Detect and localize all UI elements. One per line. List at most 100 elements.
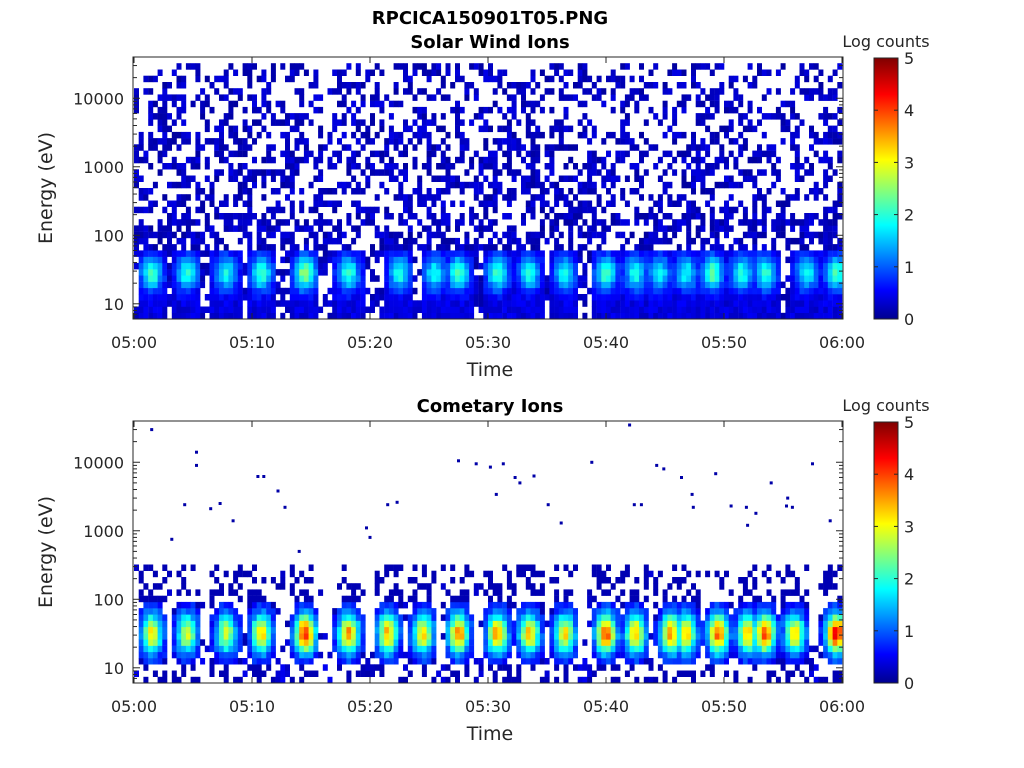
heatmap-cell: [511, 275, 517, 282]
heatmap-cell: [558, 262, 564, 270]
heatmap-cell: [634, 639, 640, 646]
heatmap-cell: [521, 620, 526, 628]
heatmap-cell: [530, 175, 536, 182]
heatmap-cell: [351, 595, 357, 603]
heatmap-cell: [610, 312, 616, 320]
heatmap-cell: [261, 262, 267, 270]
heatmap-cell: [337, 138, 342, 145]
heatmap-cell: [525, 633, 531, 640]
heatmap-cell: [667, 262, 673, 270]
heatmap-cell: [525, 262, 531, 270]
heatmap-cell: [752, 175, 758, 182]
heatmap-cell: [299, 100, 305, 108]
heatmap-cell: [167, 94, 172, 101]
heatmap-cell: [473, 583, 479, 590]
heatmap-cell: [587, 231, 593, 239]
heatmap-cell: [219, 658, 224, 665]
heatmap-cell: [285, 237, 290, 245]
heatmap-cell: [256, 620, 262, 628]
heatmap-cell: [450, 181, 456, 189]
heatmap-cell: [393, 262, 399, 270]
heatmap-cell: [280, 119, 286, 126]
heatmap-cell: [412, 620, 418, 628]
heatmap-cell: [601, 651, 607, 659]
heatmap-cell: [804, 281, 810, 289]
heatmap-cell: [459, 595, 465, 603]
heatmap-cell: [393, 194, 399, 201]
heatmap-cell: [270, 608, 276, 615]
heatmap-cell: [157, 69, 163, 76]
heatmap-cell: [384, 150, 390, 158]
heatmap-cell: [294, 300, 300, 307]
heatmap-cell: [473, 300, 479, 307]
heatmap-cell: [525, 287, 531, 295]
heatmap-cell: [379, 664, 385, 671]
heatmap-cell: [511, 281, 517, 289]
heatmap-cell: [511, 300, 517, 307]
heatmap-cell: [455, 119, 460, 126]
heatmap-cell: [450, 312, 456, 320]
heatmap-cell: [502, 269, 508, 276]
heatmap-cell: [506, 213, 512, 220]
heatmap-cell: [233, 275, 239, 282]
heatmap-cell: [606, 169, 611, 176]
heatmap-cell: [624, 94, 630, 101]
heatmap-cell: [436, 300, 442, 307]
heatmap-cell: [171, 231, 177, 239]
heatmap-cell: [162, 131, 168, 139]
heatmap-cell: [289, 306, 295, 313]
heatmap-cell: [200, 275, 206, 282]
heatmap-cell: [421, 601, 427, 609]
heatmap-cell: [615, 156, 621, 164]
heatmap-cell: [657, 306, 663, 313]
heatmap-cell: [488, 294, 493, 301]
heatmap-cell: [709, 138, 715, 145]
heatmap-cell: [351, 262, 357, 270]
heatmap-cell: [209, 639, 215, 646]
heatmap-cell: [700, 244, 706, 251]
heatmap-cell: [554, 664, 560, 671]
heatmap-cell: [384, 237, 390, 245]
heatmap-cell: [818, 219, 824, 226]
heatmap-cell: [200, 250, 206, 257]
heatmap-cell: [242, 119, 248, 126]
heatmap-cell: [242, 125, 248, 133]
heatmap-cell: [643, 138, 649, 145]
heatmap-cell: [483, 281, 489, 289]
heatmap-cell: [322, 269, 328, 276]
heatmap-cell: [634, 577, 640, 584]
heatmap-cell: [152, 200, 158, 207]
heatmap-cell: [549, 150, 555, 158]
heatmap-cell: [223, 69, 229, 76]
heatmap-cell: [757, 169, 762, 176]
heatmap-cell: [270, 213, 276, 220]
heatmap-cell: [431, 608, 437, 615]
heatmap-cell: [426, 75, 432, 83]
heatmap-cell: [691, 595, 696, 603]
heatmap-cell: [554, 300, 560, 307]
heatmap-cell: [818, 294, 824, 301]
heatmap-cell: [237, 219, 243, 226]
heatmap-cell: [252, 100, 257, 108]
heatmap-cell: [209, 250, 215, 257]
heatmap-cell: [440, 614, 446, 621]
heatmap-cell: [771, 150, 777, 158]
heatmap-cell: [672, 200, 678, 207]
heatmap-cell: [431, 645, 437, 653]
heatmap-cell: [459, 256, 465, 264]
heatmap-cell: [143, 626, 149, 634]
heatmap-cell: [525, 577, 531, 584]
heatmap-cell: [752, 294, 758, 301]
heatmap-cell: [610, 256, 616, 264]
heatmap-cell: [672, 131, 678, 139]
heatmap-cell: [794, 275, 800, 282]
heatmap-cell: [237, 262, 243, 270]
heatmap-cell: [606, 577, 611, 584]
heatmap-cell: [549, 312, 555, 320]
heatmap-cell: [322, 633, 328, 640]
heatmap-cell: [162, 269, 168, 276]
heatmap-cell: [445, 664, 451, 671]
heatmap-cell: [823, 131, 829, 139]
heatmap-cell: [832, 213, 838, 220]
heatmap-cell: [657, 651, 663, 659]
